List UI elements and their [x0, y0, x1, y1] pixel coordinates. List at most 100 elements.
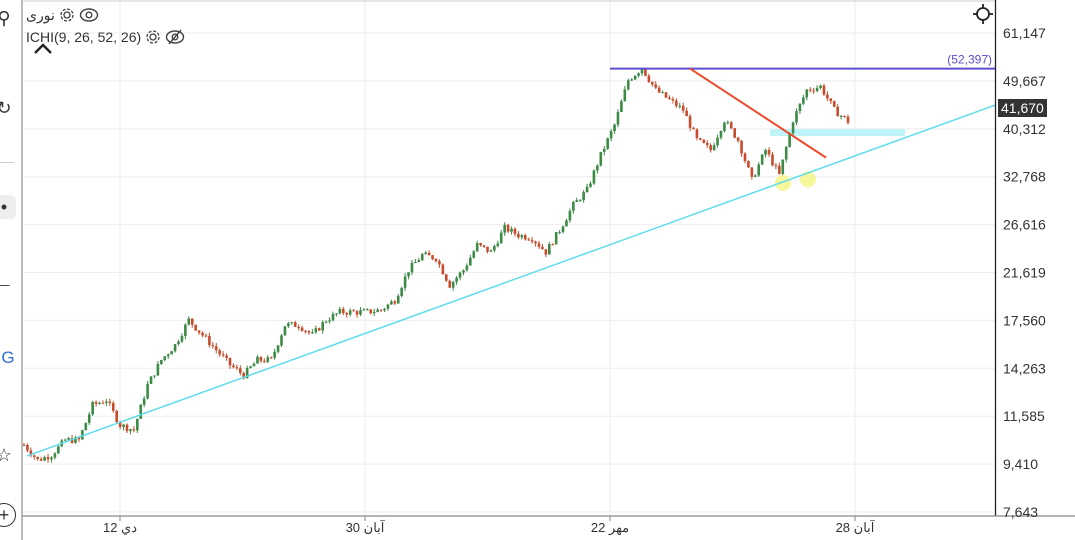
candle-body	[596, 165, 599, 171]
candle-body	[184, 324, 187, 336]
candle-body	[410, 262, 414, 273]
candle-body	[733, 128, 736, 138]
y-tick-label: 26,616	[1003, 217, 1046, 233]
y-tick-label: 21,619	[1003, 265, 1046, 281]
candle-body	[764, 149, 767, 155]
candle-body	[839, 115, 843, 117]
candle-body	[589, 183, 592, 187]
candle-body	[616, 112, 620, 125]
candle-body	[390, 301, 393, 305]
candle-body	[276, 345, 280, 352]
x-tick-label: 22 مهر	[591, 520, 629, 536]
gear-icon[interactable]	[145, 29, 161, 45]
text-icon[interactable]: G	[1, 348, 15, 367]
candle-body	[736, 137, 740, 141]
candle-body	[91, 401, 94, 415]
candle-body	[465, 265, 469, 271]
candle-body	[472, 251, 476, 258]
candle-body	[118, 422, 122, 427]
y-tick-label: 32,768	[1003, 169, 1046, 185]
candle-body	[729, 122, 733, 129]
left-toolbar: ⚲ ↻ • ∟ G ☆ +	[0, 0, 21, 540]
candle-body	[108, 401, 112, 404]
candle-body	[26, 445, 29, 451]
candle-body	[496, 243, 500, 247]
candle-body	[517, 233, 520, 238]
gear-icon[interactable]	[59, 7, 75, 23]
candle-body	[46, 457, 50, 460]
drawing-icon[interactable]: ↻	[0, 98, 12, 118]
candle-body	[311, 332, 314, 334]
candle-body	[822, 85, 826, 95]
candle-body	[582, 192, 585, 201]
candle-body	[129, 429, 132, 431]
candle-body	[383, 308, 386, 311]
eye-icon[interactable]	[79, 7, 99, 23]
candles	[22, 68, 850, 463]
candle-body	[33, 455, 36, 457]
candle-body	[105, 401, 108, 404]
candle-body	[218, 350, 221, 355]
candle-body	[606, 138, 609, 149]
candle-body	[451, 281, 455, 288]
candle-body	[808, 89, 812, 91]
candle-body	[122, 424, 125, 427]
candle-body	[647, 75, 651, 82]
candle-body	[420, 254, 424, 261]
candle-body	[177, 341, 180, 345]
candle-body	[486, 246, 489, 252]
candle-body	[36, 456, 40, 459]
candle-body	[561, 226, 565, 232]
cursor-icon[interactable]: •	[0, 195, 16, 219]
candle-body	[455, 277, 458, 282]
candle-body	[743, 153, 747, 162]
candle-body	[94, 401, 98, 404]
current-price-badge: 41,670	[998, 99, 1047, 117]
x-axis: 12 دي 30 آبان 22 مهر 28 آبان	[103, 516, 876, 536]
candle-body	[548, 243, 551, 255]
candle-body	[225, 355, 228, 358]
highlight-circle	[775, 174, 791, 191]
candle-body	[664, 92, 668, 98]
line-tool-icon[interactable]: ∟	[0, 270, 13, 290]
candle-body	[352, 310, 355, 312]
candle-body	[77, 437, 81, 440]
candle-body	[345, 313, 349, 315]
candle-body	[699, 138, 702, 140]
candle-body	[239, 368, 242, 373]
candle-body	[53, 453, 57, 458]
grid	[22, 0, 995, 516]
candle-body	[146, 383, 149, 399]
candle-body	[170, 351, 173, 355]
candle-body	[160, 360, 163, 364]
symbol-name: نوری	[26, 6, 55, 23]
candle-body	[530, 240, 534, 242]
candle-body	[695, 129, 699, 139]
candle-body	[259, 356, 263, 361]
candle-body	[149, 376, 153, 384]
crosshair-icon[interactable]	[973, 4, 993, 24]
candle-body	[791, 122, 795, 134]
candle-body	[705, 142, 709, 146]
candle-body	[527, 239, 530, 241]
candle-body	[633, 75, 637, 80]
candle-body	[201, 332, 204, 336]
candle-body	[136, 418, 139, 431]
candle-body	[297, 326, 300, 328]
candle-body	[613, 124, 616, 132]
candle-body	[263, 360, 266, 362]
candle-body	[173, 344, 177, 352]
candle-body	[458, 272, 462, 278]
star-icon[interactable]: ☆	[0, 445, 13, 465]
chevron-up-icon[interactable]	[33, 42, 53, 56]
candle-body	[111, 403, 115, 411]
candle-body	[575, 200, 579, 202]
candle-body	[424, 252, 427, 255]
x-tick-label: 30 آبان	[346, 519, 386, 535]
indicator-icon[interactable]: ⚲	[0, 8, 11, 28]
candle-body	[829, 98, 833, 102]
candle-body	[211, 345, 215, 347]
eye-off-icon[interactable]	[165, 29, 185, 45]
candle-body	[50, 457, 53, 460]
